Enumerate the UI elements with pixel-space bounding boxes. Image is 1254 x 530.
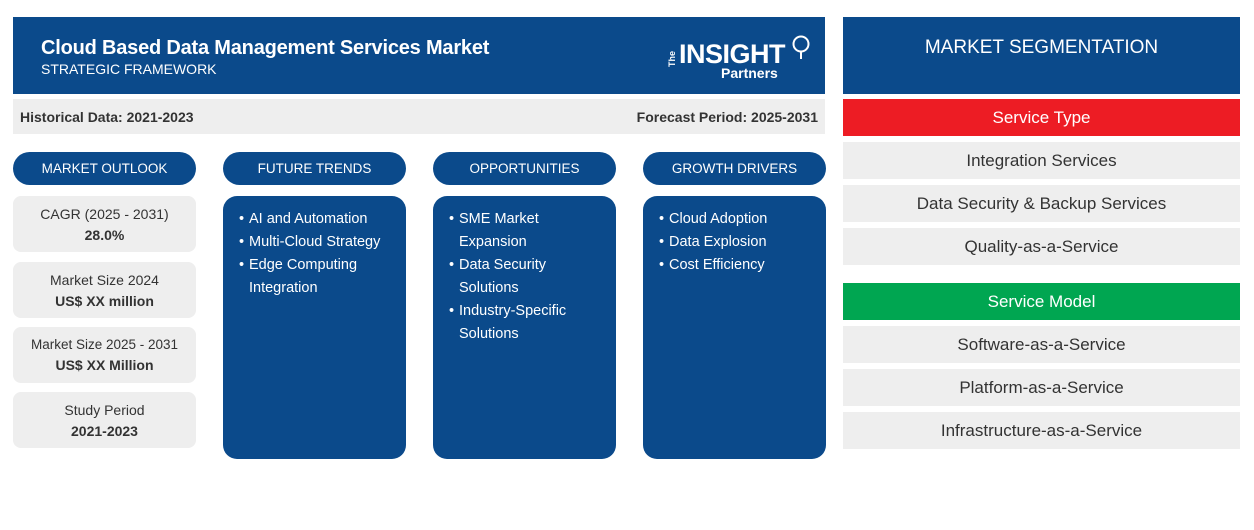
logo-bulb-icon xyxy=(792,35,810,59)
page-subtitle: STRATEGIC FRAMEWORK xyxy=(41,61,217,77)
study-period-box: Study Period 2021-2023 xyxy=(13,392,196,448)
cagr-box: CAGR (2025 - 2031) 28.0% xyxy=(13,196,196,252)
market-size-forecast-box: Market Size 2025 - 2031 US$ XX Million xyxy=(13,327,196,383)
list-item: Data Security Solutions xyxy=(449,254,569,300)
stat-label: Market Size 2024 xyxy=(50,272,159,288)
list-item: Data Explosion xyxy=(659,231,816,254)
segment-item: Data Security & Backup Services xyxy=(843,185,1240,222)
segment-item: Infrastructure-as-a-Service xyxy=(843,412,1240,449)
list-item: Edge Computing Integration xyxy=(239,254,369,300)
growth-drivers-heading: GROWTH DRIVERS xyxy=(643,152,826,185)
stat-label: CAGR (2025 - 2031) xyxy=(40,206,169,222)
market-size-2024-box: Market Size 2024 US$ XX million xyxy=(13,262,196,318)
historical-data: Historical Data: 2021-2023 xyxy=(20,109,194,125)
forecast-period: Forecast Period: 2025-2031 xyxy=(636,109,818,125)
period-bar: Historical Data: 2021-2023 Forecast Peri… xyxy=(13,99,825,134)
segment-item: Integration Services xyxy=(843,142,1240,179)
title-banner: Cloud Based Data Management Services Mar… xyxy=(13,17,825,94)
logo-insight-text: INSIGHT xyxy=(679,39,786,69)
opportunities-heading: OPPORTUNITIES xyxy=(433,152,616,185)
segment-item: Software-as-a-Service xyxy=(843,326,1240,363)
service-type-heading: Service Type xyxy=(843,99,1240,136)
service-model-heading: Service Model xyxy=(843,283,1240,320)
stat-label: Market Size 2025 - 2031 xyxy=(30,337,179,352)
page-title: Cloud Based Data Management Services Mar… xyxy=(41,37,490,59)
list-item: Multi-Cloud Strategy xyxy=(239,231,396,254)
future-trends-panel: AI and Automation Multi-Cloud Strategy E… xyxy=(223,196,406,459)
logo-the-text: The xyxy=(667,50,677,67)
list-item: Cost Efficiency xyxy=(659,254,816,277)
segment-item: Quality-as-a-Service xyxy=(843,228,1240,265)
stat-label: Study Period xyxy=(64,402,145,418)
market-segmentation-heading: MARKET SEGMENTATION xyxy=(843,17,1240,94)
list-item: Industry-Specific Solutions xyxy=(449,300,579,346)
segment-item: Platform-as-a-Service xyxy=(843,369,1240,406)
insight-partners-logo: The INSIGHT Partners xyxy=(663,33,813,83)
stat-value: US$ XX million xyxy=(55,293,154,309)
list-item: SME Market Expansion xyxy=(449,208,559,254)
list-item: Cloud Adoption xyxy=(659,208,816,231)
growth-drivers-panel: Cloud Adoption Data Explosion Cost Effic… xyxy=(643,196,826,459)
stat-value: 2021-2023 xyxy=(71,423,138,439)
future-trends-heading: FUTURE TRENDS xyxy=(223,152,406,185)
stat-value: 28.0% xyxy=(84,227,125,243)
opportunities-panel: SME Market Expansion Data Security Solut… xyxy=(433,196,616,459)
stat-value: US$ XX Million xyxy=(55,357,154,373)
list-item: AI and Automation xyxy=(239,208,396,231)
market-outlook-heading: MARKET OUTLOOK xyxy=(13,152,196,185)
logo-partners-text: Partners xyxy=(721,65,778,81)
